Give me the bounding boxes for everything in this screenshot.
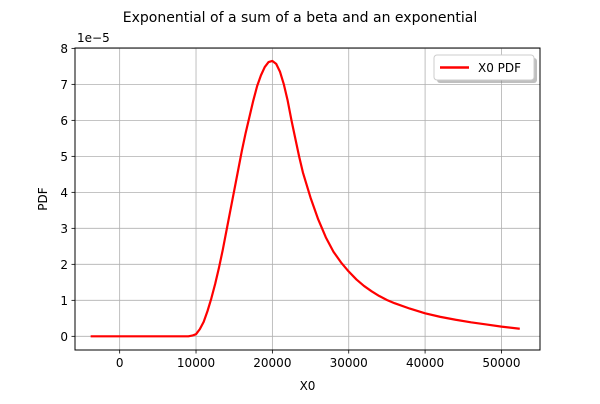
series-line-x0-pdf (90, 59, 520, 338)
legend: X0 PDF (433, 54, 537, 83)
plot-area-frame (74, 47, 541, 351)
x-tick-label: 0 (116, 356, 124, 370)
legend-label-x0-pdf: X0 PDF (478, 61, 521, 75)
y-tick-label: 8 (60, 42, 68, 56)
chart-title: Exponential of a sum of a beta and an ex… (123, 10, 477, 26)
x-axis-label: X0 (300, 379, 316, 393)
grid-lines (75, 47, 540, 350)
x-tick-label: 50000 (482, 356, 520, 370)
series-layer (90, 59, 520, 338)
y-axis-ticks: 0 1 2 3 4 5 6 7 8 (60, 42, 75, 344)
y-axis-offset-text: 1e−5 (77, 31, 110, 45)
x-tick-label: 30000 (330, 356, 368, 370)
y-tick-label: 3 (60, 222, 68, 236)
x-tick-label: 20000 (253, 356, 291, 370)
y-axis-label: PDF (36, 187, 50, 210)
y-tick-label: 6 (60, 114, 68, 128)
x-tick-label: 10000 (177, 356, 215, 370)
y-tick-label: 2 (60, 258, 68, 272)
y-tick-label: 1 (60, 294, 68, 308)
y-tick-label: 5 (60, 150, 68, 164)
y-tick-label: 7 (60, 78, 68, 92)
y-tick-label: 0 (60, 330, 68, 344)
x-tick-label: 40000 (406, 356, 444, 370)
y-tick-label: 4 (60, 186, 68, 200)
x-axis-ticks: 0 10000 20000 30000 40000 50000 (116, 350, 521, 370)
legend-box (433, 54, 535, 81)
